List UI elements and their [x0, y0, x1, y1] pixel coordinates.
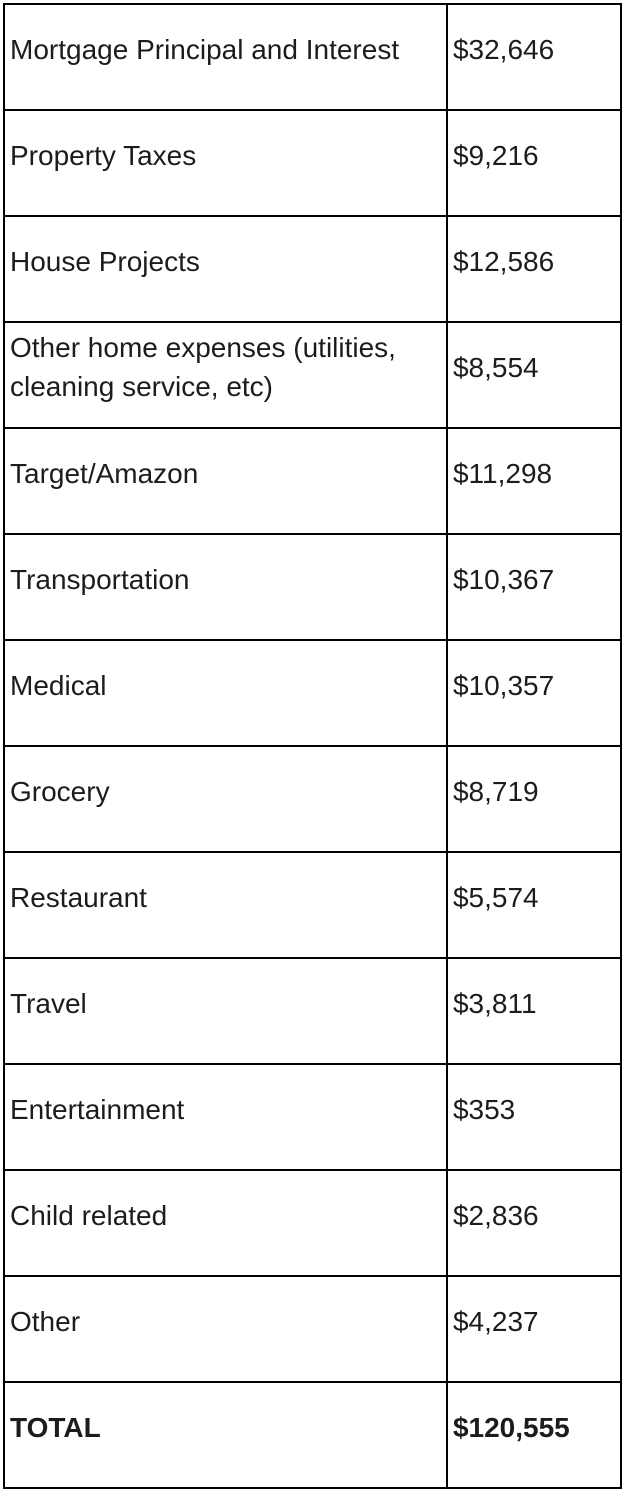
table-row: Other home expenses (utilities, cleaning…: [3, 321, 623, 429]
expense-table-body: Mortgage Principal and Interest $32,646 …: [3, 3, 623, 1489]
table-row-total: TOTAL $120,555: [3, 1381, 623, 1489]
amount-cell: $8,719: [445, 745, 623, 853]
category-cell: Other home expenses (utilities, cleaning…: [3, 321, 448, 429]
table-row: Medical $10,357: [3, 639, 623, 747]
category-cell: House Projects: [3, 215, 448, 323]
amount-cell: $5,574: [445, 851, 623, 959]
table-row: Grocery $8,719: [3, 745, 623, 853]
table-row: Mortgage Principal and Interest $32,646: [3, 3, 623, 111]
expense-table: Mortgage Principal and Interest $32,646 …: [3, 3, 623, 1489]
amount-cell: $2,836: [445, 1169, 623, 1277]
table-row: Entertainment $353: [3, 1063, 623, 1171]
amount-cell: $10,367: [445, 533, 623, 641]
total-label-cell: TOTAL: [3, 1381, 448, 1489]
category-cell: Restaurant: [3, 851, 448, 959]
amount-cell: $12,586: [445, 215, 623, 323]
total-amount-cell: $120,555: [445, 1381, 623, 1489]
amount-cell: $4,237: [445, 1275, 623, 1383]
category-cell: Grocery: [3, 745, 448, 853]
category-cell: Mortgage Principal and Interest: [3, 3, 448, 111]
table-row: Transportation $10,367: [3, 533, 623, 641]
category-cell: Target/Amazon: [3, 427, 448, 535]
table-row: Target/Amazon $11,298: [3, 427, 623, 535]
amount-cell: $10,357: [445, 639, 623, 747]
amount-cell: $353: [445, 1063, 623, 1171]
amount-cell: $3,811: [445, 957, 623, 1065]
table-row: Child related $2,836: [3, 1169, 623, 1277]
amount-cell: $11,298: [445, 427, 623, 535]
table-row: Restaurant $5,574: [3, 851, 623, 959]
table-row: Property Taxes $9,216: [3, 109, 623, 217]
amount-cell: $8,554: [445, 321, 623, 429]
table-row: Travel $3,811: [3, 957, 623, 1065]
category-cell: Entertainment: [3, 1063, 448, 1171]
category-cell: Travel: [3, 957, 448, 1065]
category-cell: Medical: [3, 639, 448, 747]
amount-cell: $32,646: [445, 3, 623, 111]
amount-cell: $9,216: [445, 109, 623, 217]
table-row: House Projects $12,586: [3, 215, 623, 323]
category-cell: Other: [3, 1275, 448, 1383]
table-row: Other $4,237: [3, 1275, 623, 1383]
category-cell: Property Taxes: [3, 109, 448, 217]
category-cell: Child related: [3, 1169, 448, 1277]
category-cell: Transportation: [3, 533, 448, 641]
